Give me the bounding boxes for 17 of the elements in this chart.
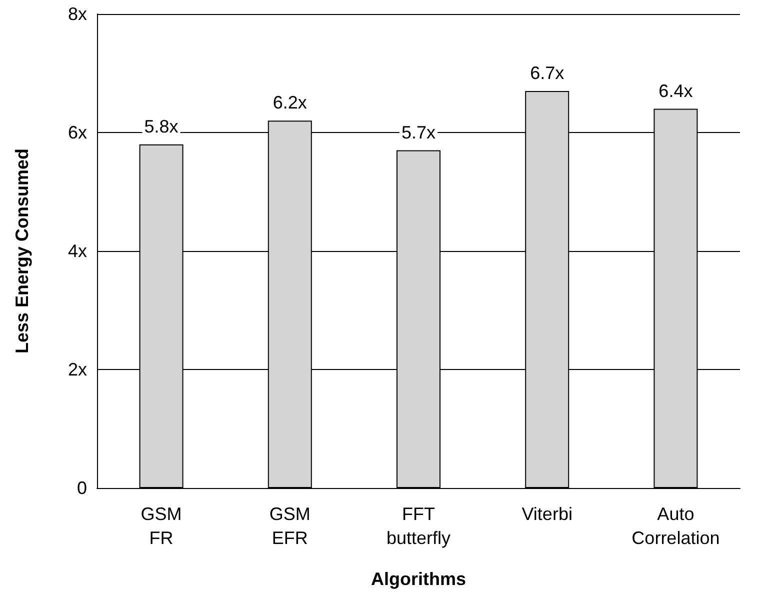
x-axis-title: Algorithms (370, 569, 466, 589)
data-label: 6.2x (272, 92, 307, 113)
data-label: 6.4x (658, 80, 693, 101)
x-tick-label: Viterbi (522, 504, 572, 524)
y-tick-label: 8x (68, 4, 87, 24)
y-tick-label: 2x (68, 360, 87, 380)
y-tick-label: 6x (68, 122, 87, 142)
y-tick-label: 0 (76, 478, 87, 498)
x-tick-label: Auto Correlation (632, 504, 720, 548)
x-tick-label: FFT butterfly (386, 504, 451, 548)
x-tick-label: GSM EFR (269, 504, 310, 548)
y-axis-title: Less Energy Consumed (12, 148, 32, 354)
data-label: 6.7x (530, 63, 564, 84)
y-tick-label: 4x (68, 241, 87, 261)
data-label: 5.7x (401, 122, 436, 142)
x-tick-label: GSM FR (140, 504, 182, 548)
data-label: 5.8x (144, 116, 178, 136)
